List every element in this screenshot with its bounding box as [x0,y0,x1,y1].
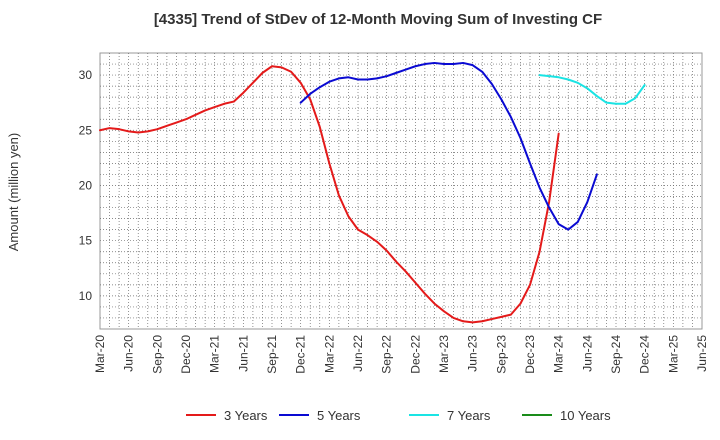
y-axis-label: Amount (million yen) [6,133,21,252]
x-tick-label: Sep-23 [494,335,508,374]
x-tick-label: Jun-24 [580,335,594,372]
x-tick-label: Mar-22 [322,335,336,373]
legend-label: 3 Years [224,408,268,423]
x-tick-label: Sep-20 [150,335,164,374]
x-tick-label: Dec-24 [638,335,652,374]
x-tick-label: Sep-22 [380,335,394,374]
legend-label: 7 Years [447,408,491,423]
x-tick-label: Jun-20 [122,335,136,372]
legend-label: 5 Years [317,408,361,423]
y-tick-label: 10 [79,289,93,303]
x-ticks: Mar-20 Jun-20 Sep-20 Dec-20 Mar-21 Jun-21 Sep-… [93,335,709,374]
x-tick-label: Jun-22 [351,335,365,372]
y-tick-label: 25 [79,123,93,137]
series-line-5-years [299,61,598,231]
y-tick-label: 30 [79,68,93,82]
x-tick-label: Mar-21 [208,335,222,373]
x-tick-label: Jun-23 [466,335,480,372]
chart-title: [4335] Trend of StDev of 12-Month Moving… [154,11,602,28]
x-tick-label: Dec-21 [294,335,308,374]
legend: 3 Years 5 Years 7 Years 10 Years [186,408,611,423]
grid [100,53,702,329]
x-tick-label: Mar-20 [93,335,107,373]
x-tick-label: Mar-25 [666,335,680,373]
x-tick-label: Mar-23 [437,335,451,373]
x-tick-label: Mar-24 [552,335,566,373]
x-tick-label: Jun-25 [695,335,709,372]
x-tick-label: Dec-23 [523,335,537,374]
x-tick-label: Sep-24 [609,335,623,374]
series-line-7-years [538,74,646,105]
x-tick-label: Dec-22 [408,335,422,374]
series-line-3-years [99,65,560,324]
plot-area [99,52,703,330]
series-lines [99,61,646,324]
x-tick-label: Dec-20 [179,335,193,374]
y-tick-label: 15 [79,234,93,248]
x-tick-label: Sep-21 [265,335,279,374]
x-tick-label: Jun-21 [236,335,250,372]
y-ticks: 10 15 20 25 30 [79,68,93,303]
legend-label: 10 Years [560,408,611,423]
y-tick-label: 20 [79,178,93,192]
